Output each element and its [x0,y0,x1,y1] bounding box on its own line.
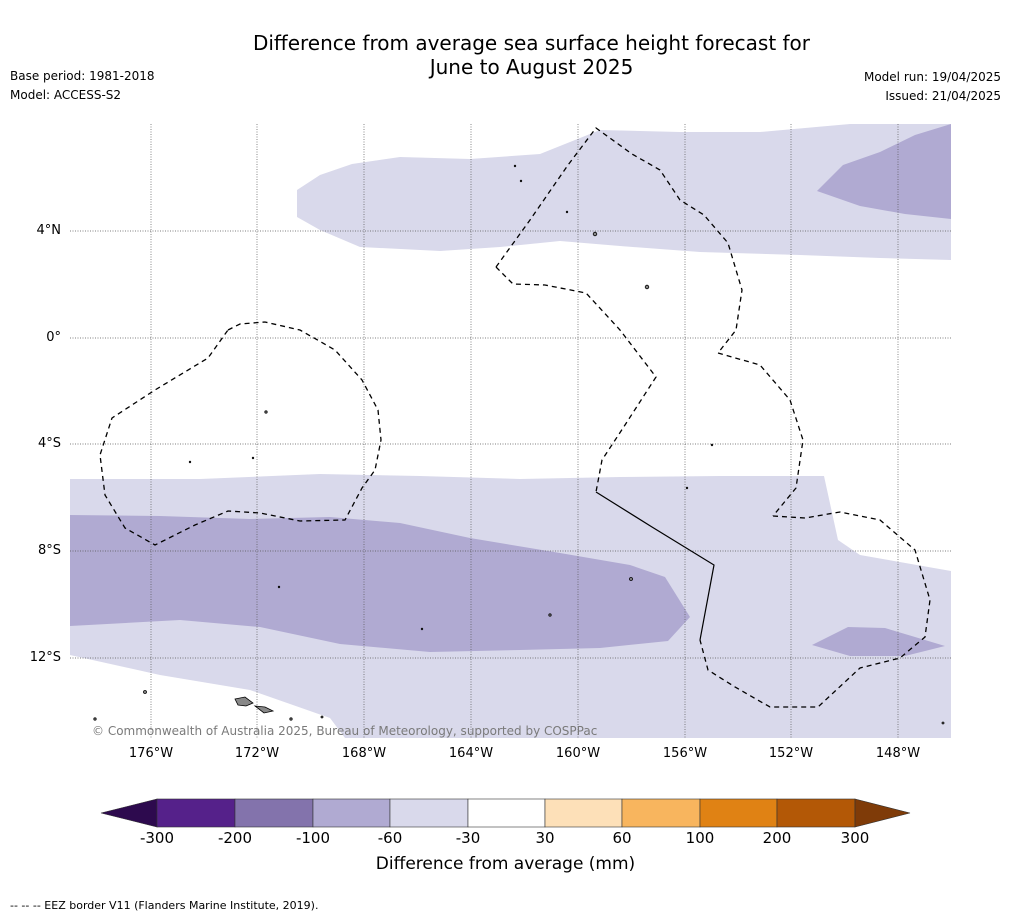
graticule [70,124,951,738]
colorbar-segment [156,798,236,828]
colorbar-segment [544,798,623,828]
colorbar-tick: 100 [685,829,715,847]
island-dot [289,717,293,721]
lon-label-148w: 148°W [875,746,921,761]
eez-south-east [699,511,931,708]
eez-east-boundary [717,352,804,517]
lon-label-176w: 176°W [128,746,174,761]
colorbar-tick: -60 [377,829,403,847]
island-dot [629,577,633,581]
island-dot [251,456,255,460]
colorbar-tick: 60 [612,829,632,847]
island-dot [513,164,517,168]
island-dot [548,613,552,617]
colorbar-tick: -200 [217,829,253,847]
base-period-text: Base period: 1981-2018 [10,69,155,83]
anomaly-fields [70,124,951,738]
island-dot [710,443,714,447]
island-dot [420,627,424,631]
island-dot [320,715,324,719]
island-dot [277,585,281,589]
eez-tokelau-samoa [99,321,382,546]
colorbar-segment [699,798,778,828]
north-band-light [297,124,951,260]
title-line-2: June to August 2025 [429,55,634,79]
meta-right: Model run: 19/04/2025 Issued: 21/04/2025 [864,68,1001,106]
lon-label-168w: 168°W [341,746,387,761]
samoa-island [234,696,254,707]
colorbar-segment [312,798,391,828]
lon-label-152w: 152°W [768,746,814,761]
island-dot [685,486,689,490]
colorbar-tick: 30 [535,829,555,847]
island-dot [565,210,569,214]
island-dot [264,410,268,414]
lon-label-156w: 156°W [662,746,708,761]
lat-label-4s: 4°S [37,436,61,451]
model-text: Model: ACCESS-S2 [10,88,122,102]
title-line-1: Difference from average sea surface heig… [252,31,811,55]
colorbar-title: Difference from average (mm) [375,854,636,874]
colorbar-extend-high [854,798,911,828]
lon-label-160w: 160°W [555,746,601,761]
lat-label-4n: 4°N [36,223,62,238]
island-dot [941,721,945,725]
island-dot [188,460,192,464]
island-dot [644,284,650,290]
lat-label-0: 0° [46,330,61,345]
eez-footnote: -- -- -- EEZ border V11 (Flanders Marine… [10,899,319,912]
colorbar-tick: 300 [840,829,870,847]
eez-borders [99,127,931,708]
map-title: Difference from average sea surface heig… [0,31,1011,79]
island-dot [592,231,598,237]
island-dot [93,717,97,721]
maritime-boundary-solid [595,491,715,641]
copyright-notice: © Commonwealth of Australia 2025, Bureau… [92,724,598,738]
lon-label-172w: 172°W [234,746,280,761]
islands [93,164,945,725]
colorbar [100,798,911,828]
lat-label-12s: 12°S [29,650,61,665]
eez-line-islands-north [495,127,743,354]
colorbar-segment [234,798,314,828]
island-dot [519,179,523,183]
colorbar-segment [621,798,701,828]
model-run-text: Model run: 19/04/2025 [863,70,1001,84]
colorbar-tick: 200 [762,829,792,847]
colorbar-tick: -100 [295,829,331,847]
colorbar-segment [389,798,469,828]
north-band-dark [817,124,951,219]
colorbar-extend-low [100,798,158,828]
issued-text: Issued: 21/04/2025 [885,89,1001,103]
colorbar-tick: -30 [455,829,481,847]
eez-central-boundary [495,266,657,493]
samoa-island [253,705,275,714]
lon-label-164w: 164°W [448,746,494,761]
lat-label-8s: 8°S [37,543,61,558]
meta-left: Base period: 1981-2018 Model: ACCESS-S2 [10,67,155,105]
island-dot [143,690,147,694]
south-band-dark [70,515,690,652]
colorbar-segment [776,798,856,828]
colorbar-tick: -300 [139,829,175,847]
colorbar-segment [467,798,546,828]
